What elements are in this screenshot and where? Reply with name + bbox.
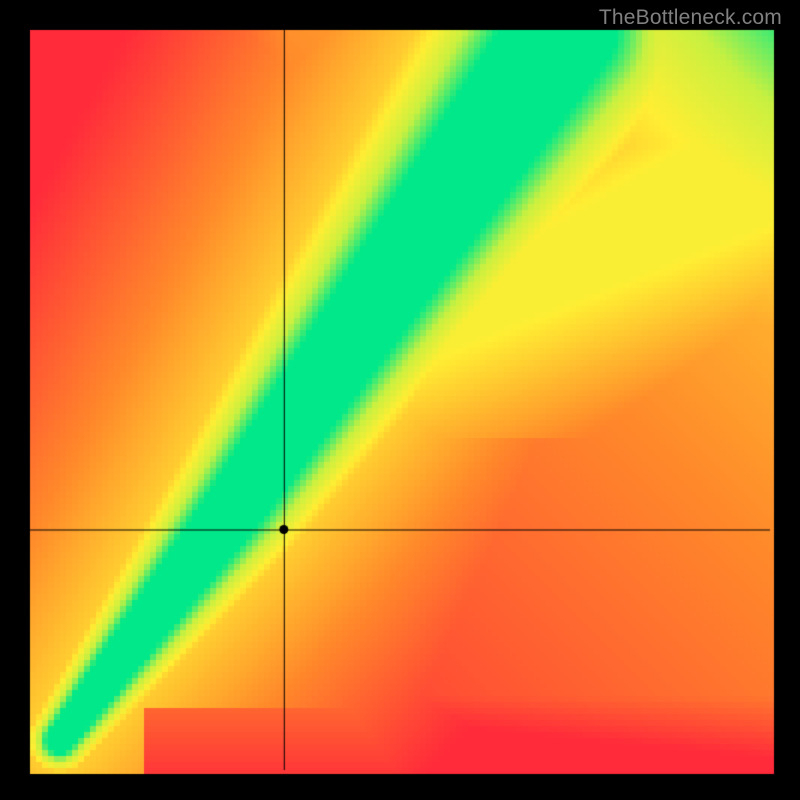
watermark-text: TheBottleneck.com	[599, 6, 782, 30]
chart-container: TheBottleneck.com	[0, 0, 800, 800]
heatmap-canvas	[0, 0, 800, 800]
